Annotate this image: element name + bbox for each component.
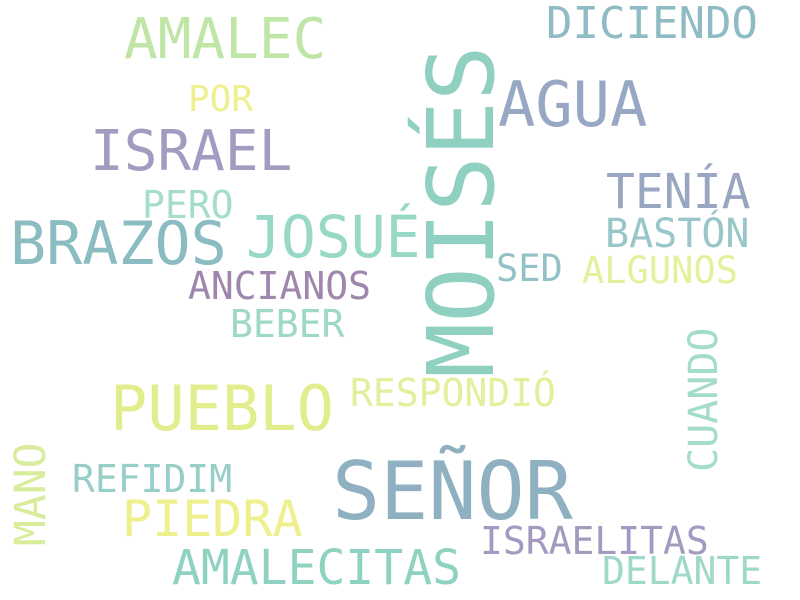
word-refidim: REFIDIM	[72, 457, 233, 501]
word-pero: PERO	[142, 183, 234, 227]
word-moises: MOISÉS	[408, 45, 515, 378]
word-mano: MANO	[6, 442, 56, 546]
word-pueblo: PUEBLO	[110, 372, 334, 445]
word-ancianos: ANCIANOS	[188, 264, 372, 308]
word-tenia: TENÍA	[606, 164, 751, 220]
word-beber: BEBER	[230, 302, 345, 346]
word-baston: BASTÓN	[605, 211, 750, 257]
word-delante: DELANTE	[602, 549, 763, 593]
word-respondio: RESPONDIÓ	[350, 371, 556, 415]
word-por: POR	[188, 79, 254, 120]
word-senor: SEÑOR	[332, 445, 573, 538]
word-agua: AGUA	[498, 68, 648, 141]
word-diciendo: DICIENDO	[546, 0, 758, 49]
word-algunos: ALGUNOS	[582, 249, 738, 292]
word-israel: ISRAEL	[90, 119, 293, 184]
word-cuando: CUANDO	[681, 327, 727, 473]
word-josue: JOSUÉ	[246, 203, 421, 271]
word-israelitas: ISRAELITAS	[480, 519, 709, 563]
word-sed: SED	[496, 247, 563, 290]
word-amalecitas: AMALECITAS	[172, 540, 461, 596]
word-brazos: BRAZOS	[10, 209, 227, 279]
word-amalec: AMALEC	[124, 7, 327, 72]
word-piedra: PIEDRA	[122, 490, 303, 548]
